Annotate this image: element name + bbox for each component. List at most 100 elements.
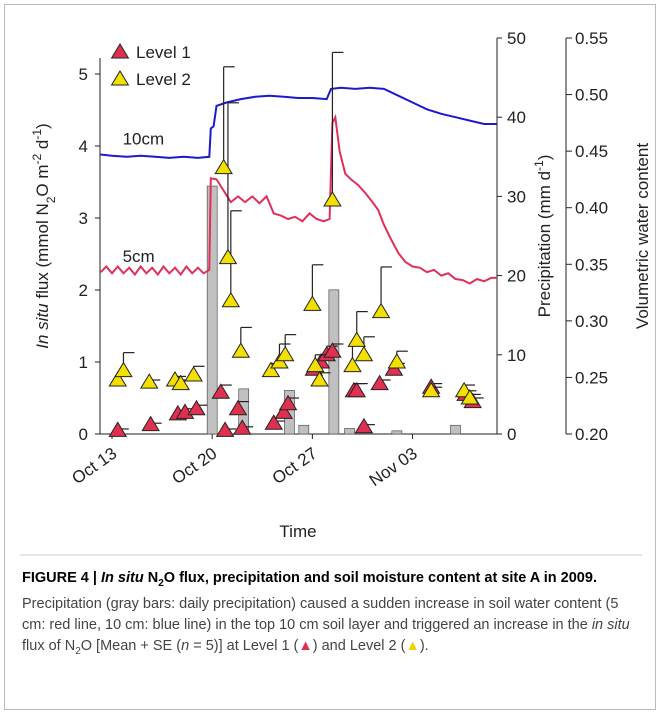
data-point [343,356,362,373]
data-point [141,415,160,432]
caption-title-part: O flux, precipitation and soil moisture … [163,570,597,586]
y-title-part: d [33,140,52,154]
y2-tick-label: 40 [507,108,526,127]
error-bar [227,102,239,258]
y2-title-part: ) [535,155,554,161]
y-axis-title: In situ flux (mmol N2O m-2 d-1) [30,123,58,348]
y-title-part: -2 [30,153,44,164]
data-point [114,361,133,378]
y-title-part: -1 [30,129,44,140]
data-point [211,383,231,399]
data-point [370,374,389,391]
caption-title-part: FIGURE 4 | [22,570,101,586]
data-point [187,399,206,416]
caption-body-part: Precipitation (gray bars: daily precipit… [22,595,619,633]
y2-tick-label: 30 [507,187,526,206]
data-point [171,374,191,391]
data-point [215,421,235,437]
y2-title-part: -1 [532,160,546,171]
figure-frame [4,4,656,710]
caption-body-part: O [Mean + SE ( [80,637,182,654]
data-point [303,295,322,311]
y-tick-label: 4 [79,137,88,156]
data-point [278,394,298,411]
caption-title: FIGURE 4 | In situ N2O flux, precipitati… [22,570,597,589]
y3-tick-label: 0.25 [575,368,608,387]
caption-title-part: 2 [158,577,164,589]
data-point [184,365,203,382]
data-point [218,248,238,265]
x-tick-label: Nov 03 [366,444,421,490]
bar [206,185,218,435]
y3-tick-label: 0.45 [575,142,608,161]
y-tick-label: 3 [79,209,88,228]
caption-body-part: ). [419,637,429,654]
caption-title-part: In situ [101,570,144,586]
y3-tick-label: 0.40 [575,199,608,218]
y3-tick-label: 0.30 [575,312,608,331]
data-point [228,399,248,416]
bar [391,430,403,435]
y-tick-label: 1 [79,353,88,372]
data-point [421,381,441,398]
error-bar [380,266,393,312]
x-tick-label: Oct 13 [68,444,120,488]
soil-moisture-line [100,86,497,159]
x-axis-title: Time [279,522,316,541]
x-tick-label: Oct 20 [169,444,221,488]
data-point [214,158,233,175]
legend-label: Level 1 [136,43,191,62]
data-point [371,302,391,319]
y-tick-label: 2 [79,281,88,300]
y3-tick-label: 0.35 [575,255,608,274]
soil-moisture-line [99,113,497,285]
y3-tick-label: 0.20 [575,425,608,444]
caption-body-part: n [181,637,190,654]
y-tick-label: 0 [79,425,88,444]
data-point [108,371,128,387]
y-title-part: In situ [33,303,52,349]
caption-body-part: = 5)] at Level 1 ( [189,637,299,654]
data-point [354,345,374,362]
y2-tick-label: 50 [507,29,526,48]
line-label: 10cm [123,130,165,149]
caption-body-part: ) and Level 2 ( [312,637,406,654]
data-point [305,356,325,373]
data-point [261,361,281,378]
data-point [231,342,251,358]
data-point [108,421,128,437]
data-point [347,381,367,398]
caption-body-part: ▲ [405,637,420,654]
y2-tick-label: 20 [507,267,526,286]
y-title-part: 2 [44,196,58,203]
caption-body-part: 2 [75,645,81,657]
legend-marker [110,43,130,59]
data-point [221,291,241,308]
y3-tick-label: 0.55 [575,29,608,48]
caption: FIGURE 4 | In situ N2O flux, precipitati… [22,568,644,662]
data-point [139,373,159,389]
error-bar [230,210,242,301]
bar [298,424,310,435]
data-point [387,353,407,369]
data-point [460,389,480,405]
y3-axis-title: Volumetric water content [633,143,652,329]
data-point [232,419,252,435]
bar [328,289,340,435]
y2-title-part: Precipitation (mm d [535,171,554,317]
error-bar [223,66,235,168]
line-label: 5cm [123,247,155,266]
caption-title-part: N [143,570,159,586]
x-tick-label: Oct 27 [269,444,321,488]
data-point [323,191,342,207]
legend-label: Level 2 [136,70,191,89]
caption-body-part: flux of N [22,637,76,654]
data-point [323,342,342,358]
bar [344,428,355,435]
y-title-part: ) [33,123,52,129]
y2-tick-label: 0 [507,425,516,444]
y3-tick-label: 0.50 [575,86,608,105]
y-title-part: O m [33,164,52,196]
bar [450,424,461,435]
y2-axis-title: Precipitation (mm d-1) [532,155,554,318]
